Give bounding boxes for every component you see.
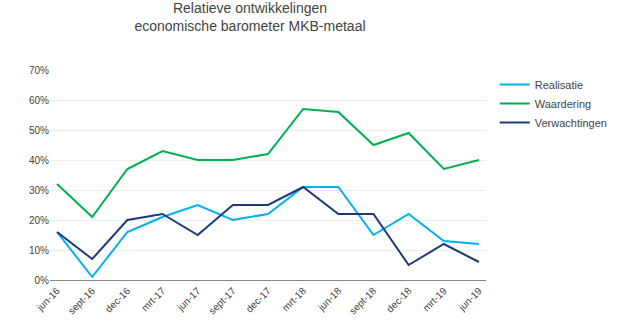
svg-text:Relatieve ontwikkelingeneconom: Relatieve ontwikkelingeneconomische baro… (134, 0, 365, 34)
svg-text:dec-16: dec-16 (103, 285, 133, 315)
svg-text:jun-16: jun-16 (34, 285, 62, 313)
svg-text:Verwachtingen: Verwachtingen (535, 117, 607, 129)
svg-text:sept-18: sept-18 (347, 285, 379, 317)
svg-text:sept-17: sept-17 (206, 285, 238, 317)
svg-text:Waardering: Waardering (535, 98, 591, 110)
svg-text:40%: 40% (29, 155, 49, 166)
svg-text:30%: 30% (29, 185, 49, 196)
svg-text:jun-19: jun-19 (456, 285, 484, 313)
svg-text:dec-18: dec-18 (384, 285, 414, 315)
svg-text:50%: 50% (29, 125, 49, 136)
svg-text:mrt-17: mrt-17 (139, 285, 168, 314)
svg-text:mrt-18: mrt-18 (280, 285, 309, 314)
svg-text:0%: 0% (35, 275, 50, 286)
svg-text:70%: 70% (29, 65, 49, 76)
svg-text:20%: 20% (29, 215, 49, 226)
svg-text:mrt-19: mrt-19 (421, 285, 450, 314)
svg-text:Realisatie: Realisatie (535, 79, 583, 91)
svg-text:dec-17: dec-17 (244, 285, 274, 315)
svg-text:jun-17: jun-17 (174, 285, 202, 313)
svg-text:10%: 10% (29, 245, 49, 256)
svg-text:60%: 60% (29, 95, 49, 106)
svg-text:jun-18: jun-18 (315, 285, 343, 313)
svg-text:sept-16: sept-16 (66, 285, 98, 317)
